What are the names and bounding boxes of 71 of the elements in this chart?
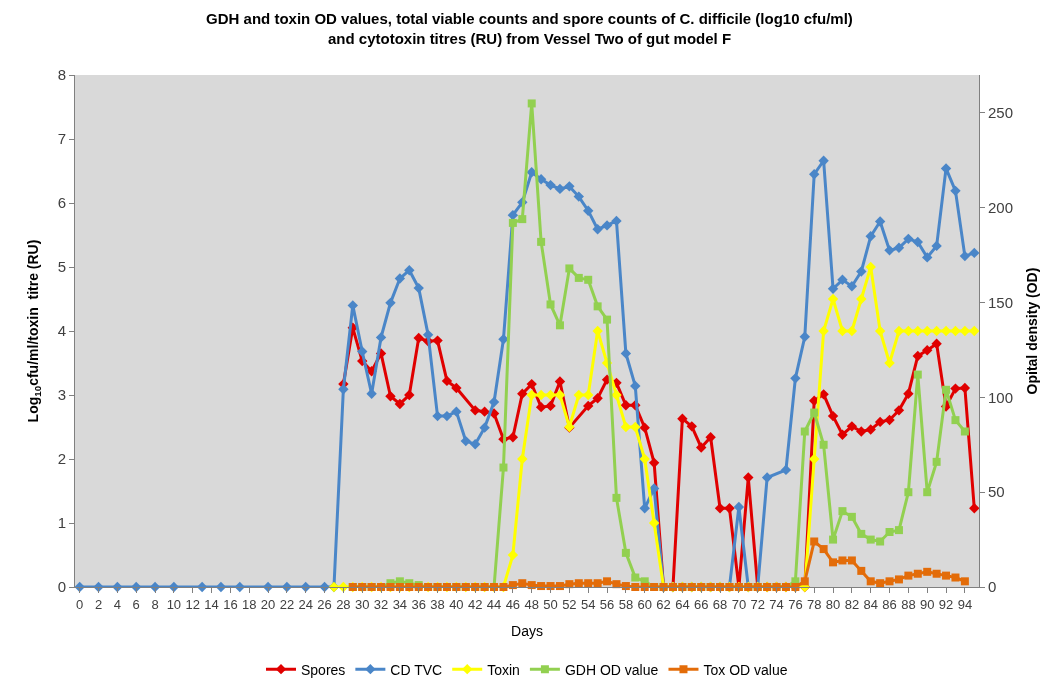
y2-axis-title: Opital density (OD) bbox=[1024, 267, 1041, 395]
x-tick-label: 56 bbox=[599, 596, 615, 612]
x-tick-label: 70 bbox=[731, 596, 747, 612]
y-tick-label: 4 bbox=[57, 322, 66, 340]
x-tick-label: 76 bbox=[788, 596, 803, 612]
x-tick-label: 80 bbox=[825, 596, 841, 612]
x-tick-label: 40 bbox=[449, 596, 464, 612]
y-tick-label: 8 bbox=[57, 66, 66, 84]
x-tick-label: 66 bbox=[693, 596, 709, 612]
x-tick-label: 58 bbox=[618, 596, 634, 612]
x-tick-label: 44 bbox=[486, 596, 502, 612]
x-tick-label: 14 bbox=[204, 596, 219, 612]
x-axis-title: Days bbox=[511, 622, 543, 639]
x-tick-label: 0 bbox=[76, 596, 84, 612]
y-tick-label: 2 bbox=[57, 450, 66, 468]
x-tick-label: 72 bbox=[750, 596, 765, 612]
y2-tick-label: 50 bbox=[988, 483, 1005, 501]
x-tick-label: 60 bbox=[637, 596, 652, 612]
y-tick-label: 1 bbox=[57, 514, 66, 532]
legend-label: Toxin bbox=[487, 661, 520, 678]
x-tick-label: 48 bbox=[524, 596, 539, 612]
x-tick-label: 52 bbox=[562, 596, 577, 612]
x-tick-label: 92 bbox=[938, 596, 954, 612]
x-tick-label: 46 bbox=[505, 596, 521, 612]
y2-tick-label: 100 bbox=[988, 388, 1014, 406]
x-tick-label: 12 bbox=[185, 596, 200, 612]
y-tick-label: 5 bbox=[57, 258, 66, 276]
x-tick-label: 54 bbox=[580, 596, 596, 612]
x-tick-label: 26 bbox=[317, 596, 332, 612]
x-tick-label: 86 bbox=[882, 596, 897, 612]
x-tick-label: 2 bbox=[94, 596, 103, 612]
x-tick-label: 42 bbox=[467, 596, 483, 612]
legend-label: Tox OD value bbox=[703, 661, 788, 678]
x-tick-label: 8 bbox=[151, 596, 159, 612]
x-tick-label: 50 bbox=[543, 596, 558, 612]
x-tick-label: 88 bbox=[901, 596, 916, 612]
legend-label: GDH OD value bbox=[564, 661, 659, 678]
x-tick-label: 62 bbox=[656, 596, 671, 612]
x-tick-label: 32 bbox=[373, 596, 389, 612]
x-tick-label: 10 bbox=[166, 596, 182, 612]
y-tick-label: 0 bbox=[57, 578, 66, 596]
y2-tick-label: 150 bbox=[988, 293, 1014, 311]
x-tick-label: 36 bbox=[411, 596, 426, 612]
chart-title: GDH and toxin OD values, total viable counts and spore counts of C. difficile (log10 cfu/ml) and cytotoxin titres (RU) from Vessel Two of gut model F bbox=[206, 10, 853, 47]
x-tick-label: 82 bbox=[844, 596, 860, 612]
legend-label: CD TVC bbox=[390, 661, 443, 678]
x-tick-label: 6 bbox=[132, 596, 140, 612]
x-tick-label: 18 bbox=[241, 596, 257, 612]
x-tick-label: 78 bbox=[806, 596, 822, 612]
x-tick-label: 68 bbox=[712, 596, 728, 612]
y2-tick-label: 0 bbox=[988, 578, 997, 596]
y-tick-label: 3 bbox=[57, 386, 66, 404]
x-tick-label: 94 bbox=[957, 596, 973, 612]
legend-label: Spores bbox=[301, 661, 346, 678]
y2-tick-label: 250 bbox=[988, 104, 1014, 122]
y-tick-label: 7 bbox=[57, 130, 66, 148]
y-tick-label: 6 bbox=[57, 194, 66, 212]
y2-tick-label: 200 bbox=[988, 198, 1014, 216]
x-tick-label: 24 bbox=[298, 596, 313, 612]
x-tick-label: 16 bbox=[223, 596, 238, 612]
x-tick-label: 64 bbox=[675, 596, 690, 612]
x-tick-label: 20 bbox=[260, 596, 276, 612]
x-tick-label: 34 bbox=[392, 596, 408, 612]
x-tick-label: 28 bbox=[336, 596, 351, 612]
x-tick-label: 22 bbox=[279, 596, 295, 612]
x-tick-label: 90 bbox=[919, 596, 935, 612]
x-tick-label: 30 bbox=[354, 596, 370, 612]
x-tick-label: 38 bbox=[430, 596, 445, 612]
x-tick-label: 4 bbox=[113, 596, 121, 612]
x-tick-label: 74 bbox=[769, 596, 784, 612]
x-tick-label: 84 bbox=[863, 596, 878, 612]
